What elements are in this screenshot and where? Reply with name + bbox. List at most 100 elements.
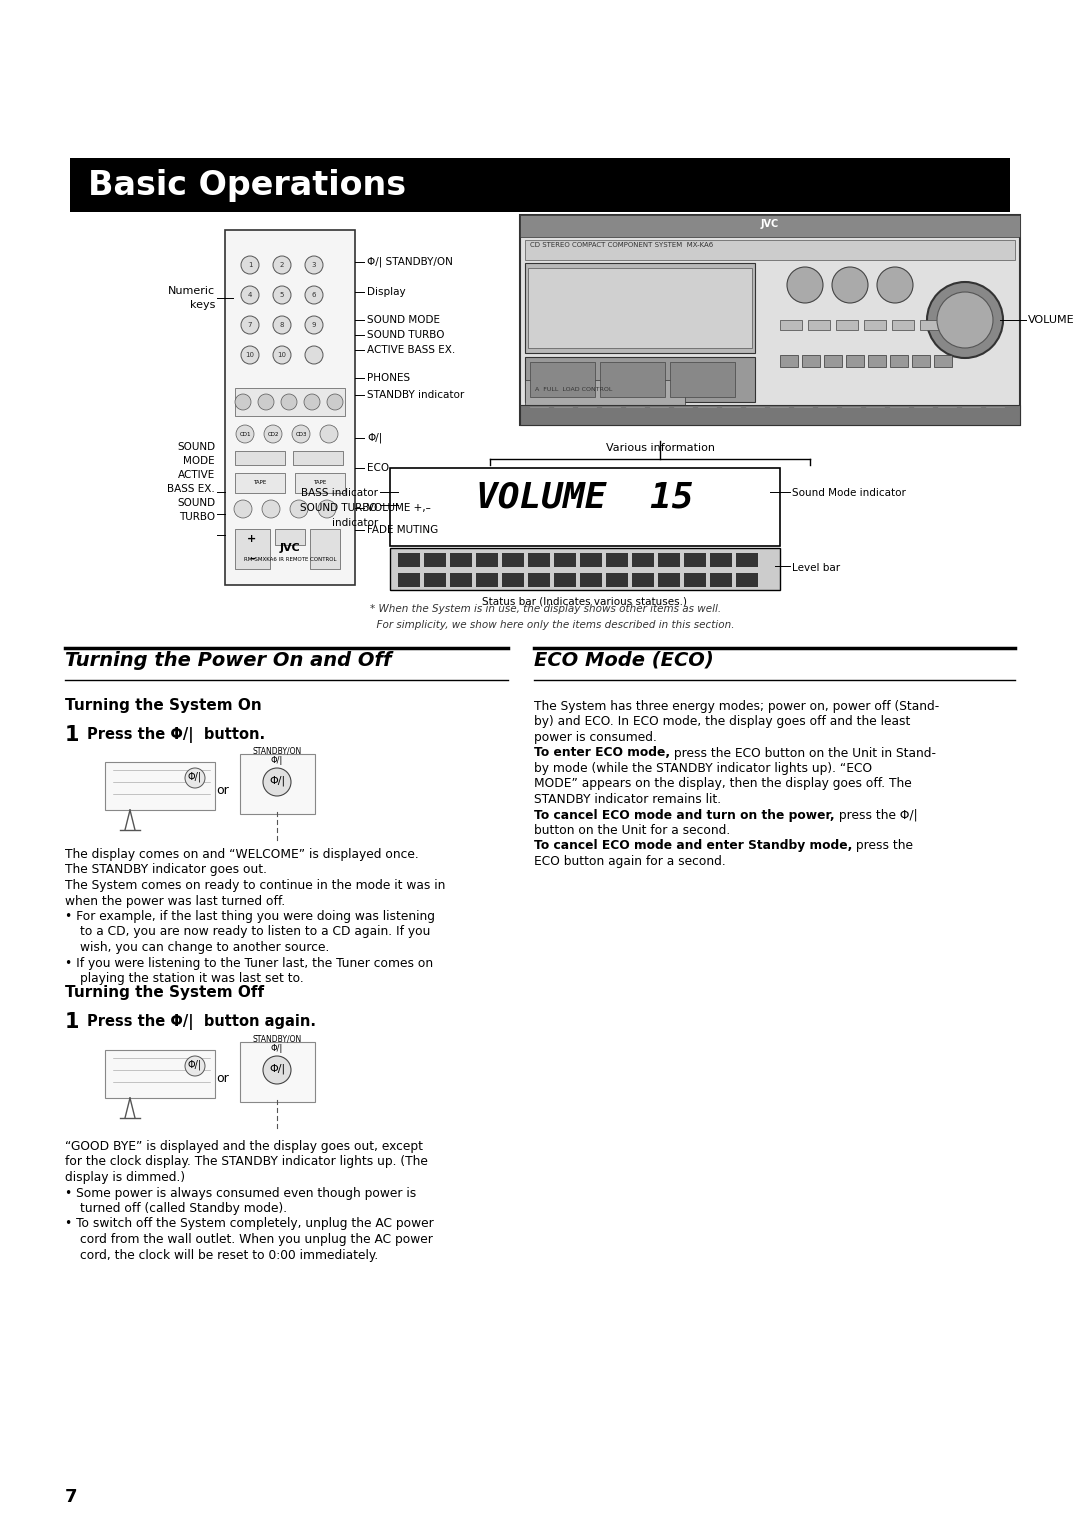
- Bar: [295, 474, 345, 494]
- Text: Sound Mode indicator: Sound Mode indicator: [792, 487, 906, 498]
- Text: 1: 1: [65, 724, 80, 746]
- Text: CD1: CD1: [240, 431, 251, 437]
- Text: • If you were listening to the Tuner last, the Tuner comes on: • If you were listening to the Tuner las…: [65, 957, 433, 969]
- Text: VOLUME  15: VOLUME 15: [476, 480, 693, 513]
- Text: to a CD, you are now ready to listen to a CD again. If you: to a CD, you are now ready to listen to …: [80, 926, 430, 938]
- Circle shape: [273, 257, 291, 274]
- Bar: [105, 1050, 215, 1099]
- Text: Display: Display: [367, 287, 406, 296]
- Bar: [606, 553, 627, 567]
- Text: power is consumed.: power is consumed.: [534, 730, 657, 744]
- Circle shape: [185, 1056, 205, 1076]
- Bar: [606, 573, 627, 587]
- Text: CD2: CD2: [267, 431, 279, 437]
- Text: 5: 5: [280, 292, 284, 298]
- Bar: [890, 354, 908, 367]
- Text: To enter ECO mode,: To enter ECO mode,: [534, 747, 670, 759]
- Circle shape: [262, 500, 280, 518]
- Bar: [580, 553, 602, 567]
- Bar: [450, 573, 472, 587]
- Bar: [710, 553, 732, 567]
- Circle shape: [320, 425, 338, 443]
- Bar: [554, 573, 576, 587]
- Text: Φ/|: Φ/|: [271, 756, 283, 766]
- Text: when the power was last turned off.: when the power was last turned off.: [65, 894, 285, 908]
- Circle shape: [235, 394, 251, 410]
- Text: Φ/|: Φ/|: [271, 1044, 283, 1053]
- Bar: [600, 362, 665, 397]
- Text: 1: 1: [65, 1012, 80, 1031]
- Text: BASS indicator
SOUND TURBO
indicator: BASS indicator SOUND TURBO indicator: [300, 487, 378, 527]
- Text: Φ/|: Φ/|: [367, 432, 382, 443]
- Text: display is dimmed.): display is dimmed.): [65, 1170, 185, 1184]
- Text: CD3: CD3: [295, 431, 307, 437]
- Text: Various information: Various information: [606, 443, 715, 452]
- Bar: [528, 553, 550, 567]
- Bar: [293, 451, 343, 465]
- Circle shape: [318, 500, 336, 518]
- Bar: [554, 553, 576, 567]
- Text: SOUND MODE: SOUND MODE: [367, 315, 440, 325]
- Bar: [235, 451, 285, 465]
- Text: SOUND
MODE
ACTIVE
BASS EX.
SOUND
TURBO: SOUND MODE ACTIVE BASS EX. SOUND TURBO: [167, 442, 215, 523]
- Bar: [780, 319, 802, 330]
- Circle shape: [264, 769, 291, 796]
- Bar: [836, 319, 858, 330]
- Text: press the Φ/|: press the Φ/|: [835, 808, 917, 822]
- Text: Φ/|: Φ/|: [188, 1059, 202, 1070]
- Text: Φ/| STANDBY/ON: Φ/| STANDBY/ON: [367, 257, 453, 267]
- Text: STANDBY/ON: STANDBY/ON: [253, 746, 301, 755]
- Text: TAPE: TAPE: [313, 480, 326, 486]
- Bar: [632, 573, 654, 587]
- Bar: [632, 553, 654, 567]
- Bar: [476, 573, 498, 587]
- Bar: [519, 215, 1020, 425]
- Bar: [530, 362, 595, 397]
- Circle shape: [264, 1056, 291, 1083]
- Bar: [525, 263, 755, 353]
- Circle shape: [258, 394, 274, 410]
- Circle shape: [877, 267, 913, 303]
- Text: Level bar: Level bar: [792, 562, 840, 573]
- Text: CD STEREO COMPACT COMPONENT SYSTEM  MX-KA6: CD STEREO COMPACT COMPONENT SYSTEM MX-KA…: [530, 241, 713, 248]
- Text: Press the Φ/|  button.: Press the Φ/| button.: [87, 727, 265, 743]
- Circle shape: [241, 286, 259, 304]
- Bar: [735, 553, 758, 567]
- Circle shape: [273, 345, 291, 364]
- Text: 4: 4: [247, 292, 253, 298]
- Bar: [580, 573, 602, 587]
- Text: 6: 6: [312, 292, 316, 298]
- Text: FADE MUTING: FADE MUTING: [367, 526, 438, 535]
- Circle shape: [292, 425, 310, 443]
- Bar: [502, 573, 524, 587]
- Text: ECO Mode (ECO): ECO Mode (ECO): [534, 651, 714, 669]
- Bar: [710, 573, 732, 587]
- Text: 1: 1: [247, 261, 253, 267]
- Text: Basic Operations: Basic Operations: [87, 168, 406, 202]
- Text: VOLUME +,–: VOLUME +,–: [367, 503, 431, 513]
- Text: by mode (while the STANDBY indicator lights up). “ECO: by mode (while the STANDBY indicator lig…: [534, 762, 873, 775]
- Bar: [519, 215, 1020, 237]
- Circle shape: [234, 500, 252, 518]
- Bar: [525, 380, 685, 405]
- Bar: [780, 354, 798, 367]
- Bar: [424, 573, 446, 587]
- Text: ACTIVE BASS EX.: ACTIVE BASS EX.: [367, 345, 456, 354]
- Text: –: –: [249, 555, 255, 564]
- Text: TAPE: TAPE: [254, 480, 267, 486]
- Text: STANDBY indicator: STANDBY indicator: [367, 390, 464, 400]
- Bar: [502, 553, 524, 567]
- Bar: [235, 388, 345, 416]
- Bar: [519, 405, 1020, 425]
- Bar: [225, 231, 355, 585]
- Bar: [528, 573, 550, 587]
- Text: 8: 8: [280, 322, 284, 329]
- Text: SOUND TURBO: SOUND TURBO: [367, 330, 445, 341]
- Text: • For example, if the last thing you were doing was listening: • For example, if the last thing you wer…: [65, 911, 435, 923]
- Text: The System comes on ready to continue in the mode it was in: The System comes on ready to continue in…: [65, 879, 445, 892]
- Text: To cancel ECO mode and turn on the power,: To cancel ECO mode and turn on the power…: [534, 808, 835, 822]
- Text: or: or: [217, 1071, 229, 1085]
- Text: STANDBY indicator remains lit.: STANDBY indicator remains lit.: [534, 793, 721, 805]
- Text: Φ/|: Φ/|: [188, 772, 202, 781]
- Bar: [235, 474, 285, 494]
